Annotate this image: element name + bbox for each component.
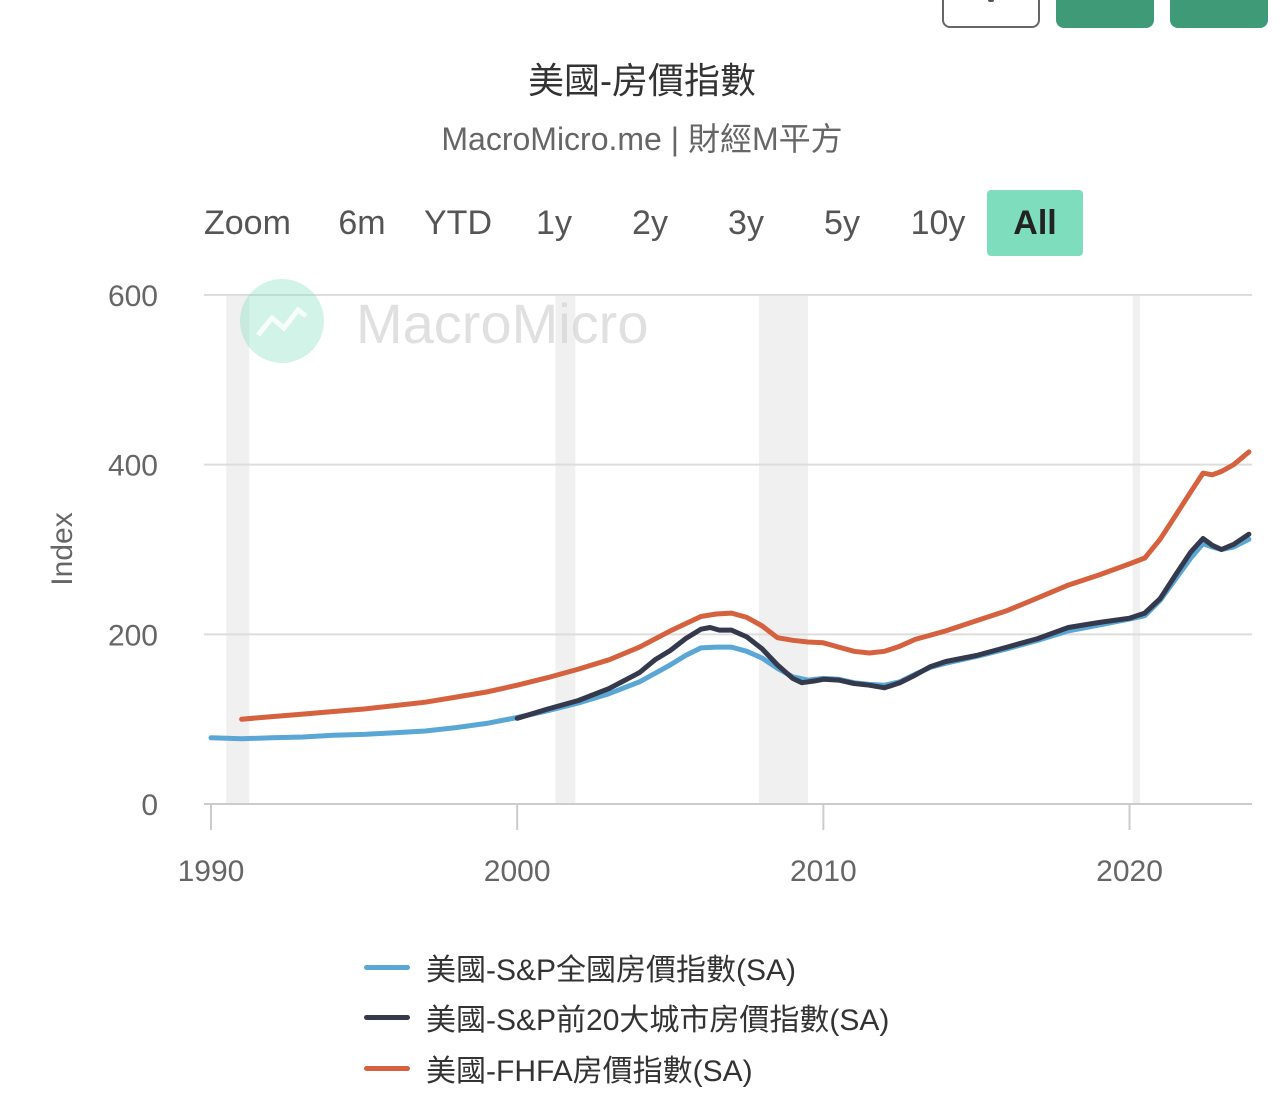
series-line-2	[239, 449, 1252, 722]
legend-item-fhfa[interactable]: 美國-FHFA房價指數(SA)	[364, 1048, 753, 1088]
watermark-logo-mark	[256, 306, 308, 337]
legend-item-sp-20city[interactable]: 美國-S&P前20大城市房價指數(SA)	[364, 997, 889, 1037]
y-axis-label: Index	[46, 512, 79, 585]
download-button[interactable]	[1056, 0, 1154, 28]
zoom-label: Zoom	[204, 204, 291, 242]
y-tick-label: 200	[108, 619, 158, 652]
x-tick-label: 1990	[178, 855, 245, 888]
y-tick-label: 400	[108, 450, 158, 483]
watermark-text: MacroMicro	[356, 292, 648, 355]
recession-band	[555, 295, 576, 804]
recession-bands	[226, 295, 1141, 804]
x-tick-label: 2000	[484, 855, 551, 888]
recession-band	[759, 295, 809, 804]
series-lines	[208, 449, 1252, 742]
x-tick-label: 2020	[1096, 855, 1163, 888]
legend-swatch	[364, 1014, 410, 1020]
watermark: MacroMicro	[240, 279, 648, 363]
zoom-10y-button[interactable]: 10y	[910, 203, 966, 242]
share-icon	[988, 0, 994, 2]
legend-item-sp-national[interactable]: 美國-S&P全國房價指數(SA)	[364, 947, 796, 987]
y-tick-label: 600	[108, 280, 158, 313]
zoom-5y-button[interactable]: 5y	[824, 203, 860, 242]
legend-swatch	[364, 1065, 410, 1071]
zoom-2y-button[interactable]: 2y	[632, 203, 668, 242]
legend-label: 美國-S&P前20大城市房價指數(SA)	[426, 1004, 890, 1037]
recession-band	[226, 295, 250, 804]
grid-lines	[204, 294, 1252, 805]
fullscreen-button[interactable]	[1170, 0, 1268, 28]
chart-subtitle: MacroMicro.me | 財經M平方	[441, 121, 843, 157]
zoom-3y-button[interactable]: 3y	[728, 203, 764, 242]
recession-band	[1132, 295, 1141, 804]
watermark-logo-icon	[240, 279, 324, 363]
series-line-1	[514, 531, 1252, 721]
chart-plot: MacroMicro 0 200 400 600 1990 2000 2010 2020 In…	[46, 279, 1252, 888]
share-button[interactable]	[942, 0, 1040, 28]
legend-label: 美國-S&P全國房價指數(SA)	[426, 954, 797, 987]
zoom-6m-button[interactable]: 6m	[338, 203, 386, 242]
zoom-ytd-button[interactable]: YTD	[424, 203, 492, 242]
legend-swatch	[364, 964, 410, 970]
y-tick-label: 0	[141, 789, 158, 822]
legend-label: 美國-FHFA房價指數(SA)	[426, 1055, 753, 1088]
zoom-all-button[interactable]: All	[987, 190, 1083, 256]
zoom-1y-button[interactable]: 1y	[536, 203, 572, 242]
axes: 0 200 400 600 1990 2000 2010 2020	[108, 280, 1163, 888]
x-tick-label: 2010	[790, 855, 857, 888]
chart-title: 美國-房價指數	[528, 60, 756, 101]
